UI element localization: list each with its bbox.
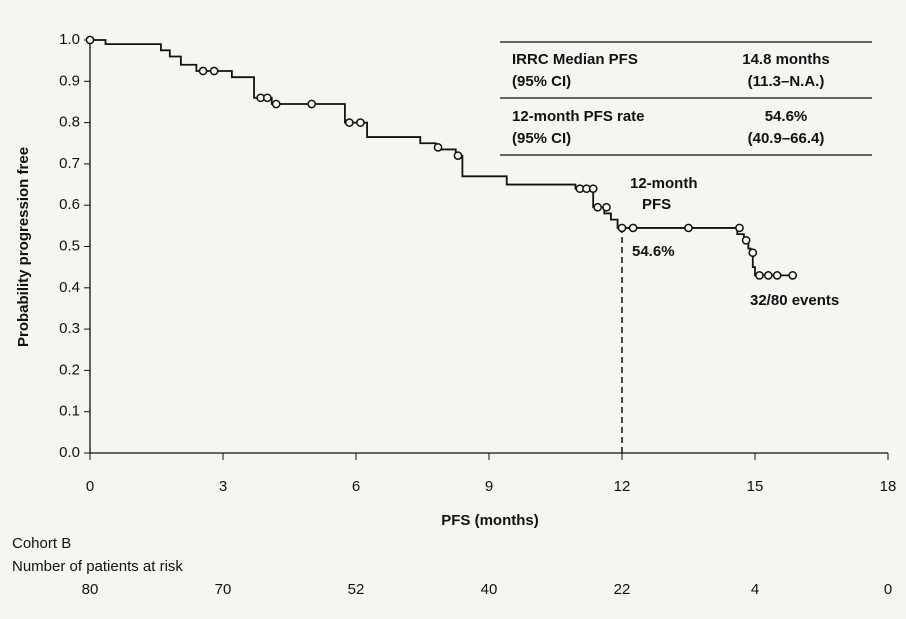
table-cell: (95% CI) bbox=[512, 73, 571, 90]
y-tick-label: 0.5 bbox=[59, 237, 80, 254]
censor-mark bbox=[588, 184, 598, 194]
censor-mark bbox=[209, 66, 219, 76]
annotation: 12-month bbox=[630, 175, 698, 192]
risk-count: 52 bbox=[348, 581, 365, 598]
y-tick-label: 0.4 bbox=[59, 279, 80, 296]
table-cell: IRRC Median PFS bbox=[512, 51, 638, 68]
x-tick-label: 0 bbox=[86, 478, 94, 495]
censor-mark bbox=[356, 118, 365, 127]
y-tick-label: 0.9 bbox=[59, 72, 80, 89]
censor-mark bbox=[628, 223, 638, 233]
censor-mark bbox=[735, 223, 744, 233]
table-cell: 54.6% bbox=[765, 108, 808, 125]
x-tick-label: 6 bbox=[352, 478, 360, 495]
risk-count: 22 bbox=[614, 581, 631, 598]
y-tick-label: 1.0 bbox=[59, 31, 80, 48]
censor-mark bbox=[772, 271, 782, 280]
risk-cohort: Cohort B bbox=[12, 535, 71, 552]
y-tick-label: 0.1 bbox=[59, 403, 80, 420]
y-tick-label: 0.2 bbox=[59, 361, 80, 378]
censor-mark bbox=[307, 99, 317, 109]
table-cell: 12-month PFS rate bbox=[512, 108, 645, 125]
table-cell: (95% CI) bbox=[512, 130, 571, 147]
x-tick-label: 15 bbox=[747, 478, 764, 495]
censor-mark bbox=[345, 118, 354, 127]
risk-count: 80 bbox=[82, 581, 99, 598]
censor-mark bbox=[763, 271, 773, 280]
censor-mark bbox=[593, 202, 602, 212]
table-cell: (11.3–N.A.) bbox=[748, 73, 825, 90]
annotation: 54.6% bbox=[632, 243, 675, 260]
risk-count: 0 bbox=[884, 581, 892, 598]
risk-label: Number of patients at risk bbox=[12, 558, 183, 575]
y-tick-label: 0.0 bbox=[59, 444, 80, 461]
risk-count: 40 bbox=[481, 581, 498, 598]
risk-count: 4 bbox=[751, 581, 759, 598]
censor-mark bbox=[271, 99, 281, 109]
censor-mark bbox=[741, 235, 751, 245]
censor-mark bbox=[85, 35, 95, 45]
y-tick-label: 0.8 bbox=[59, 114, 80, 131]
x-tick-label: 9 bbox=[485, 478, 493, 495]
x-tick-label: 3 bbox=[219, 478, 227, 495]
y-tick-label: 0.6 bbox=[59, 196, 80, 213]
censor-mark bbox=[684, 223, 693, 233]
censor-mark bbox=[748, 248, 758, 258]
table-cell: (40.9–66.4) bbox=[748, 130, 825, 147]
x-axis-label: PFS (months) bbox=[441, 512, 539, 529]
censor-mark bbox=[755, 271, 764, 280]
x-tick-label: 12 bbox=[614, 478, 631, 495]
x-tick-label: 18 bbox=[880, 478, 897, 495]
censor-mark bbox=[617, 223, 627, 233]
censor-mark bbox=[788, 271, 798, 280]
censor-mark bbox=[602, 202, 611, 212]
annotation: PFS bbox=[642, 196, 671, 213]
y-tick-label: 0.7 bbox=[59, 155, 80, 172]
risk-count: 70 bbox=[215, 581, 232, 598]
y-tick-label: 0.3 bbox=[59, 320, 80, 337]
censor-mark bbox=[453, 151, 463, 160]
censor-mark bbox=[433, 143, 443, 152]
y-axis-label: Probability progression free bbox=[15, 147, 32, 347]
table-cell: 14.8 months bbox=[742, 51, 830, 68]
annotation: 32/80 events bbox=[750, 292, 839, 309]
censor-mark bbox=[262, 93, 272, 103]
censor-mark bbox=[198, 66, 208, 76]
